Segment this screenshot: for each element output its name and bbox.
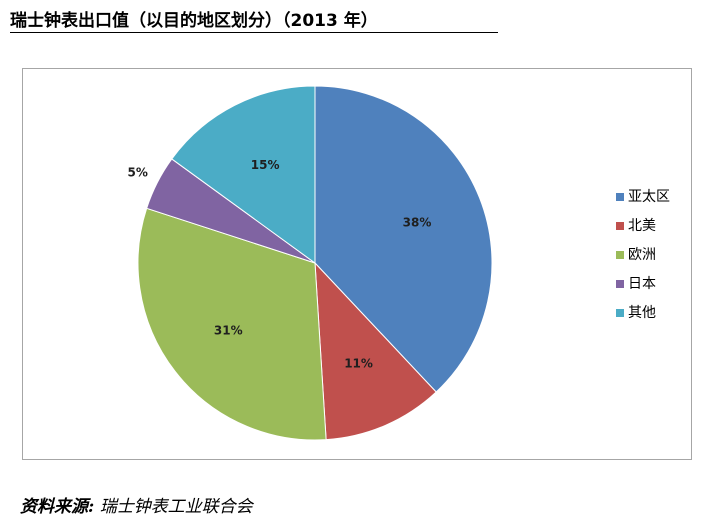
legend-label: 北美 bbox=[628, 218, 656, 234]
legend-swatch bbox=[616, 280, 624, 288]
title-underline bbox=[10, 32, 498, 33]
legend-item-other: 其他 bbox=[616, 305, 656, 321]
pie-slice-north-america bbox=[314, 261, 437, 441]
legend-swatch bbox=[616, 309, 624, 317]
data-label-other: 15% bbox=[251, 158, 280, 172]
pie-slice-other bbox=[171, 85, 316, 264]
data-label-europe: 31% bbox=[214, 323, 243, 337]
data-label-north-america: 11% bbox=[344, 357, 373, 371]
legend-swatch bbox=[616, 251, 624, 259]
legend-label: 其他 bbox=[628, 305, 656, 321]
legend-item-asia-pacific: 亚太区 bbox=[616, 189, 670, 205]
source-label: 资料来源: bbox=[20, 497, 95, 517]
source-note: 资料来源: 瑞士钟表工业联合会 bbox=[20, 492, 253, 517]
pie-slice-asia-pacific bbox=[314, 85, 493, 393]
legend-item-north-america: 北美 bbox=[616, 218, 656, 234]
legend-label: 日本 bbox=[628, 276, 656, 292]
chart-area: 38% 11% 31% 5% 15% 亚太区北美欧洲日本其他 bbox=[22, 68, 692, 460]
legend-item-japan: 日本 bbox=[616, 276, 656, 292]
data-label-japan: 5% bbox=[128, 166, 148, 180]
legend-item-europe: 欧洲 bbox=[616, 247, 656, 263]
source-text: 瑞士钟表工业联合会 bbox=[99, 497, 253, 517]
data-label-asia-pacific: 38% bbox=[403, 216, 432, 230]
legend-label: 亚太区 bbox=[628, 189, 670, 205]
chart-title: 瑞士钟表出口值（以目的地区划分）（2013 年） bbox=[10, 11, 378, 31]
legend-swatch bbox=[616, 193, 624, 201]
legend-label: 欧洲 bbox=[628, 247, 656, 263]
legend-swatch bbox=[616, 222, 624, 230]
pie-slice-europe bbox=[137, 207, 327, 441]
